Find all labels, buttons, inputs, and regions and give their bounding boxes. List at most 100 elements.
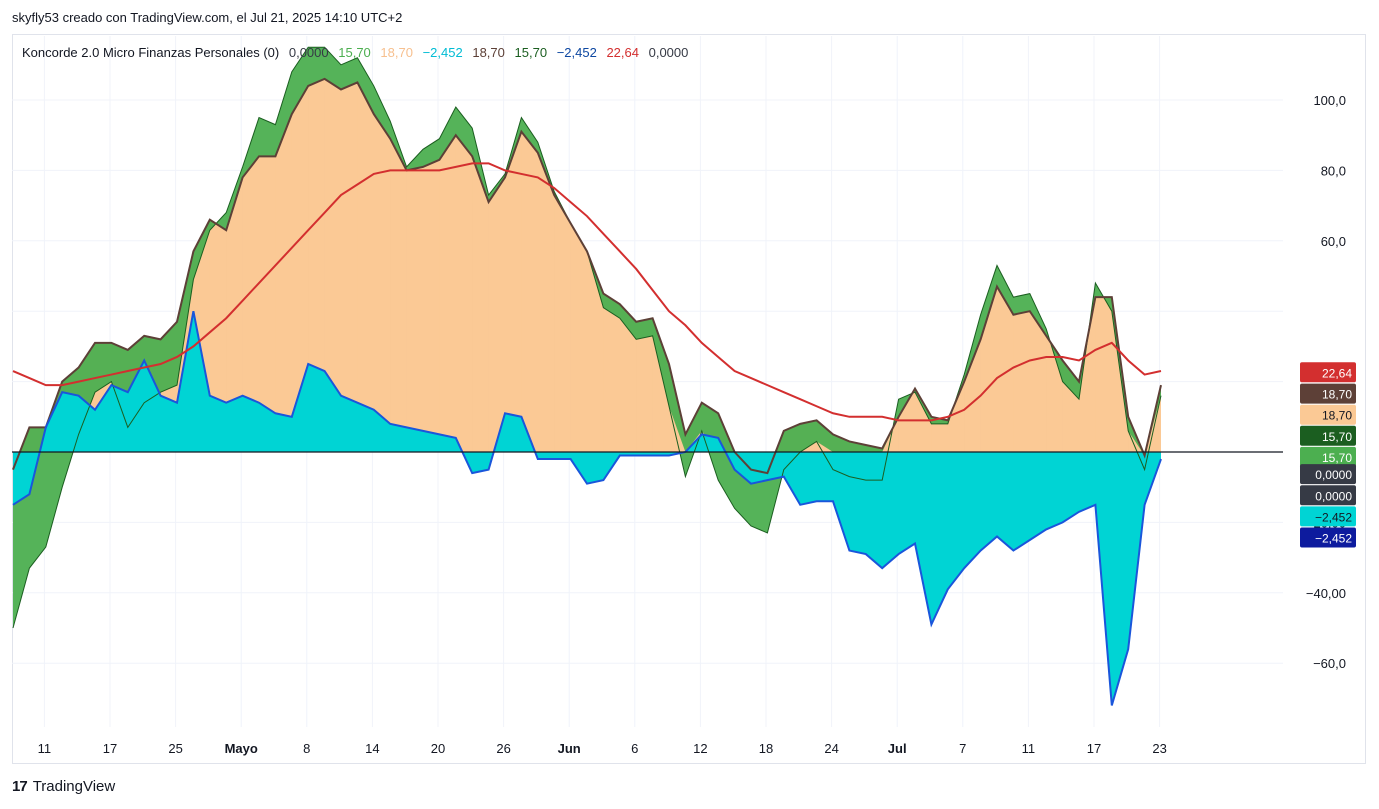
brown-line <box>12 77 1162 475</box>
tradingview-logo-icon: 17 <box>12 778 28 795</box>
orange-segment <box>1062 381 1079 452</box>
orange-segment <box>406 166 423 452</box>
x-tick-label: 6 <box>631 741 638 756</box>
x-tick-label: 24 <box>824 741 838 756</box>
y-tick-label: −40,00 <box>1306 586 1346 601</box>
x-tick-label: 14 <box>365 741 379 756</box>
orange-segment <box>898 392 915 452</box>
orange-segment <box>1128 430 1145 456</box>
cyan-area <box>13 311 1161 706</box>
price-badge-label: 18,70 <box>1322 388 1352 402</box>
price-badge-label: −2,452 <box>1315 510 1352 524</box>
price-badge-label: −2,452 <box>1315 532 1352 546</box>
tradingview-brand: TradingView <box>32 778 116 795</box>
x-tick-label: 11 <box>38 741 52 756</box>
x-tick-label: 11 <box>1022 741 1036 756</box>
indicator-name: Koncorde 2.0 Micro Finanzas Personales (… <box>22 45 280 60</box>
legend-value: −2,452 <box>422 45 463 60</box>
orange-segment <box>324 78 341 452</box>
x-axis: 11 17 25 Mayo 8 14 20 26 Jun 6 12 18 24 Jul 7 11 17 23 <box>38 741 1167 756</box>
x-tick-label: 12 <box>693 741 707 756</box>
chart-panel <box>12 34 1366 764</box>
orange-segment <box>570 223 587 452</box>
x-tick-label: 25 <box>168 741 182 756</box>
red-line <box>12 162 1162 422</box>
chart-caption: skyfly53 creado con TradingView.com, el … <box>12 10 403 25</box>
orange-segment <box>455 135 473 452</box>
price-badge-label: 15,70 <box>1322 430 1352 444</box>
orange-segment <box>1013 311 1030 452</box>
price-badge <box>1300 446 1356 467</box>
x-tick-label: 26 <box>496 741 510 756</box>
orange-segment <box>390 138 407 452</box>
price-badges: 22,64 18,70 18,70 15,70 15,70 0,0000 0,0000 −2,… <box>1300 362 1356 548</box>
orange-segment <box>931 423 948 452</box>
price-badge <box>1300 383 1356 404</box>
legend-value: 18,70 <box>380 45 413 60</box>
legend-value: 0,0000 <box>648 45 689 60</box>
price-badge-label: 0,0000 <box>1315 468 1352 482</box>
orange-segment <box>341 82 358 453</box>
price-badge <box>1300 506 1356 527</box>
y-tick-label: −60,0 <box>1313 656 1346 671</box>
orange-segment <box>226 177 243 452</box>
orange-segment <box>619 318 637 452</box>
tradingview-footer[interactable]: 17 TradingView <box>12 778 115 795</box>
orange-segment <box>423 159 440 452</box>
series-lines <box>12 46 1162 706</box>
orange-segment <box>997 286 1014 452</box>
price-badge-label: 22,64 <box>1322 366 1352 380</box>
y-tick-label: 80,0 <box>1321 163 1346 178</box>
legend-value: 15,70 <box>514 45 548 60</box>
x-tick-label: 17 <box>1087 741 1101 756</box>
orange-segment <box>537 152 555 453</box>
y-axis: 100,080,060,0−20,00−40,00−60,0 <box>1306 93 1346 671</box>
orange-segment <box>439 135 456 452</box>
orange-segment <box>373 114 391 452</box>
blue-line <box>12 311 1162 706</box>
legend-value: −2,452 <box>556 45 597 60</box>
orange-segment <box>259 156 276 452</box>
x-tick-label: 17 <box>103 741 117 756</box>
orange-segment <box>554 195 571 453</box>
orange-segment <box>488 177 505 452</box>
orange-segment <box>357 82 374 453</box>
orange-segment <box>915 392 932 452</box>
x-tick-label: 18 <box>759 741 773 756</box>
price-badge <box>1300 362 1356 383</box>
legend-value: 22,64 <box>606 45 639 60</box>
y-tick-label: 60,0 <box>1321 234 1346 249</box>
y-tick-label: 100,0 <box>1313 93 1346 108</box>
orange-segment <box>603 307 620 452</box>
orange-segment <box>521 131 538 452</box>
x-tick-label: 8 <box>303 741 310 756</box>
orange-segment <box>587 251 604 452</box>
x-tick-label: Jul <box>888 741 907 756</box>
orange-segment <box>505 131 522 452</box>
orange-segment <box>1029 311 1047 452</box>
price-badge <box>1300 404 1356 425</box>
area-fills <box>13 47 1161 706</box>
x-tick-label: 20 <box>431 741 445 756</box>
price-badge-label: 15,70 <box>1322 451 1352 465</box>
orange-segment <box>291 85 309 453</box>
x-tick-label: Mayo <box>225 741 258 756</box>
indicator-legend[interactable]: Koncorde 2.0 Micro Finanzas Personales (… <box>22 45 694 60</box>
x-tick-label: Jun <box>558 741 581 756</box>
x-tick-label: 7 <box>959 741 966 756</box>
orange-segment <box>275 114 292 452</box>
legend-value: 0,0000 <box>288 45 329 60</box>
orange-segment <box>472 156 489 452</box>
x-tick-label: 23 <box>1152 741 1166 756</box>
orange-segment <box>1079 297 1096 452</box>
price-badge-label: 0,0000 <box>1315 489 1352 503</box>
orange-segment <box>1046 335 1063 452</box>
orange-segment <box>669 406 686 452</box>
orange-segment <box>652 335 669 452</box>
legend-value: 18,70 <box>472 45 505 60</box>
orange-segment <box>1095 297 1112 452</box>
orange-segment <box>1144 395 1161 456</box>
price-badge <box>1300 485 1356 506</box>
orange-segment <box>242 156 259 452</box>
